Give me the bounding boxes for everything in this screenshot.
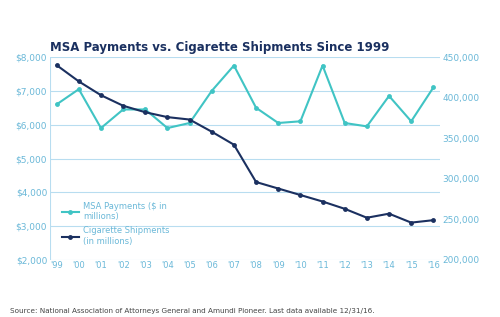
Text: Source: National Association of Attorneys General and Amundi Pioneer. Last data : Source: National Association of Attorney… bbox=[10, 308, 374, 314]
Legend: MSA Payments ($ in
millions), Cigarette Shipments
(in millions): MSA Payments ($ in millions), Cigarette … bbox=[62, 202, 170, 246]
Text: MSA Payments vs. Cigarette Shipments Since 1999: MSA Payments vs. Cigarette Shipments Sin… bbox=[50, 41, 390, 54]
